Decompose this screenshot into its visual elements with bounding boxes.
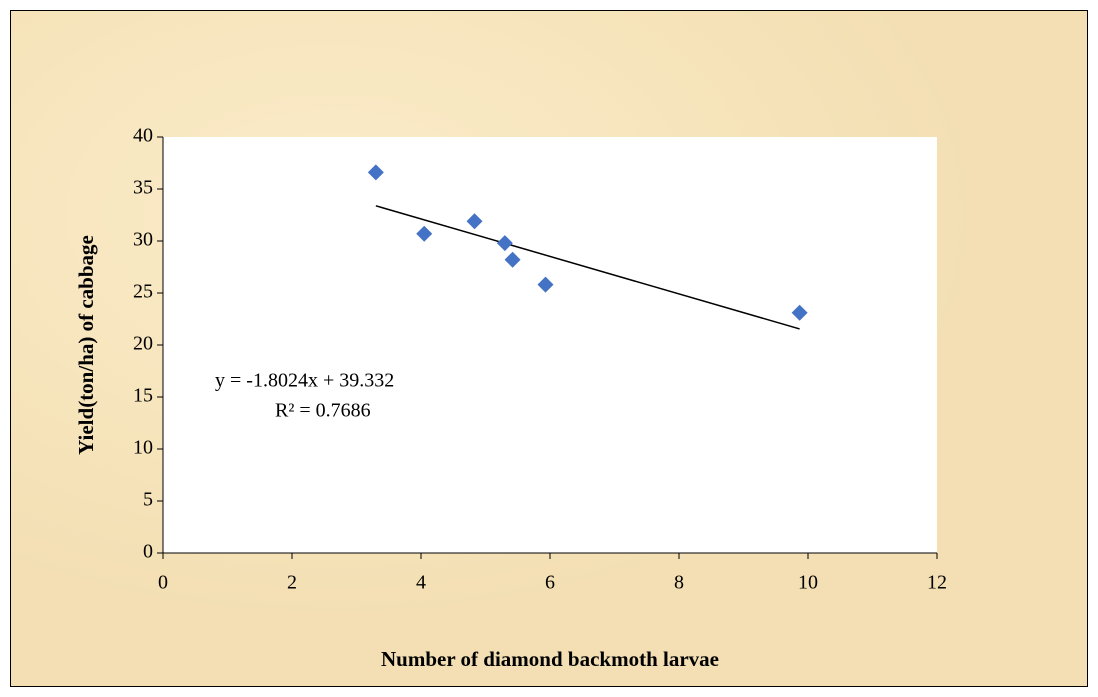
trendline <box>375 205 800 330</box>
y-tick-label: 35 <box>133 177 153 199</box>
y-tick-label: 5 <box>143 489 153 511</box>
x-tick-label: 10 <box>798 572 818 594</box>
x-axis-title: Number of diamond backmoth larvae <box>381 647 719 671</box>
y-tick-label: 25 <box>133 281 153 303</box>
x-tick-label: 2 <box>287 572 297 594</box>
trendline-equation: y = -1.8024x + 39.332 <box>215 370 394 392</box>
data-point <box>791 304 808 321</box>
y-tick-label: 0 <box>143 541 153 563</box>
x-tick-label: 6 <box>545 572 555 594</box>
x-tick-label: 4 <box>416 572 426 594</box>
data-point <box>416 225 433 242</box>
y-tick-label: 30 <box>133 229 153 251</box>
y-tick-label: 10 <box>133 437 153 459</box>
plot-area <box>163 137 937 553</box>
y-tick-label: 15 <box>133 385 153 407</box>
data-point <box>496 235 513 252</box>
trendline-r-squared: R² = 0.7686 <box>275 400 371 422</box>
x-tick-label: 8 <box>674 572 684 594</box>
y-tick-label: 20 <box>133 333 153 355</box>
y-axis-title: Yield(ton/ha) of cabbage <box>74 235 98 455</box>
x-tick-label: 12 <box>927 572 947 594</box>
y-tick-label: 40 <box>133 125 153 147</box>
data-point <box>367 164 384 181</box>
data-point <box>466 213 483 230</box>
data-point <box>537 276 554 293</box>
x-tick-label: 0 <box>158 572 168 594</box>
data-point <box>504 251 521 268</box>
